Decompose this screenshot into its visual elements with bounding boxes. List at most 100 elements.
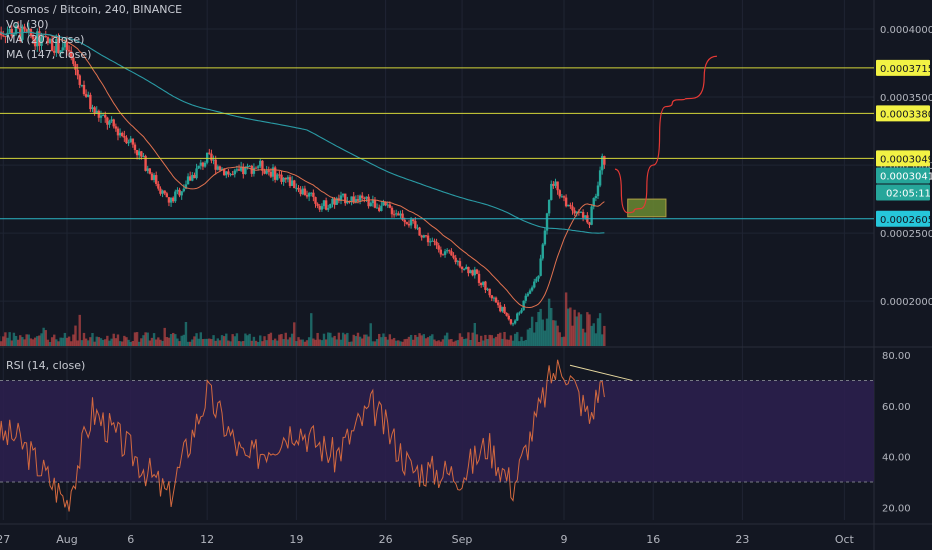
- volume-bar: [324, 339, 328, 346]
- rsi-title[interactable]: RSI (14, close): [6, 359, 86, 372]
- candle-body: [231, 174, 234, 176]
- volume-bar: [269, 332, 273, 346]
- candle-body: [401, 213, 404, 220]
- time-tick-label: Aug: [56, 533, 77, 546]
- volume-bar: [265, 340, 268, 346]
- volume-bar: [99, 338, 103, 346]
- volume-bar: [354, 336, 358, 346]
- volume-bar: [271, 340, 275, 346]
- volume-bar: [592, 323, 595, 346]
- volume-bar: [509, 335, 513, 346]
- candle-body: [390, 207, 394, 215]
- volume-bar: [248, 333, 251, 346]
- candle-body: [403, 219, 406, 223]
- indicator-ma20[interactable]: MA (20, close): [6, 33, 85, 46]
- volume-bar: [125, 337, 128, 346]
- candle-body: [592, 198, 595, 207]
- candle-body: [422, 235, 426, 238]
- volume-bar: [184, 322, 188, 346]
- volume-bar: [390, 339, 394, 346]
- candle-body: [106, 117, 109, 125]
- candle-body: [27, 28, 30, 32]
- candle-body: [310, 192, 313, 194]
- volume-bar: [182, 334, 186, 346]
- candle-body: [91, 107, 94, 110]
- volume-bar: [76, 340, 79, 346]
- volume-bar: [528, 327, 532, 346]
- volume-bar: [560, 337, 564, 346]
- volume-bar: [212, 335, 215, 346]
- volume-bar: [197, 338, 200, 346]
- volume-bar: [533, 332, 536, 346]
- volume-bar: [180, 335, 183, 346]
- candle-body: [125, 137, 128, 144]
- volume-bar: [369, 323, 372, 346]
- volume-bar: [305, 340, 309, 346]
- candle-body: [488, 288, 491, 296]
- candle-body: [513, 320, 517, 324]
- indicator-volume[interactable]: Vol (30): [6, 18, 49, 31]
- candle-body: [188, 176, 192, 181]
- candle-body: [138, 151, 141, 156]
- candle-body: [545, 213, 549, 231]
- candle-body: [465, 266, 468, 270]
- volume-bar: [252, 336, 256, 346]
- candle-body: [299, 189, 302, 195]
- volume-bar: [520, 336, 523, 346]
- candle-body: [346, 201, 349, 204]
- volume-bar: [412, 339, 415, 346]
- volume-bar: [435, 341, 438, 346]
- price-label-tag: [876, 210, 930, 227]
- candle-body: [590, 206, 593, 225]
- time-tick-label: 12: [200, 533, 214, 546]
- candle-body: [354, 199, 358, 203]
- volume-bar: [399, 341, 402, 346]
- volume-bar: [346, 332, 349, 346]
- volume-bar: [74, 325, 77, 346]
- volume-bar: [445, 332, 449, 346]
- volume-bar: [524, 339, 527, 346]
- candle-body: [57, 38, 60, 54]
- candle-body: [84, 94, 88, 97]
- candle-body: [110, 119, 113, 122]
- candle-body: [74, 63, 77, 70]
- candle-body: [518, 312, 521, 314]
- candle-body: [588, 222, 591, 225]
- candle-body: [273, 167, 277, 180]
- candle-body: [193, 174, 196, 179]
- volume-bar: [327, 332, 330, 346]
- candle-body: [163, 190, 166, 194]
- candle-body: [505, 312, 508, 316]
- volume-bar: [579, 314, 583, 346]
- volume-bar: [543, 330, 547, 346]
- volume-bar: [424, 338, 428, 346]
- candle-body: [471, 270, 474, 276]
- indicator-ma147[interactable]: MA (147, close): [6, 48, 92, 61]
- candle-body: [112, 119, 115, 127]
- candle-body: [329, 203, 332, 209]
- candle-body: [218, 166, 222, 171]
- candle-body: [184, 184, 188, 189]
- volume-bar: [293, 322, 296, 346]
- volume-bar: [144, 332, 147, 346]
- volume-bar: [36, 336, 39, 346]
- candle-body: [4, 36, 7, 38]
- volume-bars: [0, 292, 606, 346]
- volume-bar: [339, 339, 343, 346]
- candle-body: [14, 25, 18, 35]
- candle-body: [596, 185, 600, 197]
- candle-body: [475, 269, 479, 274]
- candle-body: [16, 25, 20, 29]
- candle-body: [458, 261, 462, 267]
- candle-body: [284, 177, 287, 180]
- candle-body: [267, 170, 270, 172]
- candle-body: [567, 204, 570, 207]
- volume-bar: [276, 340, 279, 346]
- time-tick-label: 9: [561, 533, 568, 546]
- candle-body: [146, 168, 149, 171]
- volume-bar: [301, 339, 304, 346]
- candle-body: [48, 38, 52, 44]
- volume-bar: [358, 336, 362, 346]
- volume-bar: [569, 307, 572, 346]
